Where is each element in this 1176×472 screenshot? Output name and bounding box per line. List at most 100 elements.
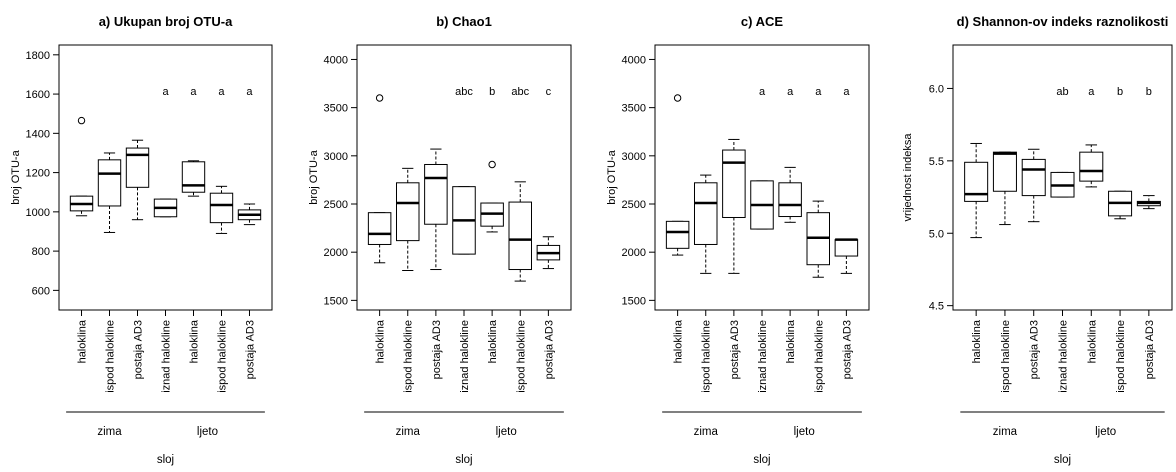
y-tick-label-1: 1600	[26, 89, 50, 101]
category-label-2-6: ispod halokline	[515, 320, 527, 393]
plot-frame-3	[654, 44, 870, 311]
box-1-6	[209, 192, 234, 224]
category-label-4-3: postaja AD3	[1029, 320, 1041, 379]
box-3-1	[665, 220, 690, 249]
category-label-2-1: haloklina	[375, 319, 387, 363]
category-label-1-6: ispod halokline	[216, 320, 228, 393]
category-label-2-2: ispod halokline	[403, 320, 415, 393]
group-label-3-1: zima	[694, 426, 719, 438]
box-4-2	[992, 151, 1017, 192]
y-axis-label-2: broj OTU-a	[308, 149, 320, 204]
significance-letter-4-5: a	[1088, 86, 1095, 98]
category-label-3-3: postaja AD3	[729, 320, 741, 379]
significance-letter-2-6: abc	[511, 86, 529, 98]
panel-title-1: a) Ukupan broj OTU-a	[99, 14, 233, 29]
box-2-1	[367, 212, 392, 245]
category-label-2-4: iznad halokline	[459, 320, 471, 393]
box-4-3	[1021, 158, 1046, 197]
category-label-4-7: postaja AD3	[1144, 320, 1156, 379]
y-tick-label-1: 800	[32, 246, 50, 258]
group-label-3-2: ljeto	[794, 426, 815, 438]
significance-letter-1-6: a	[218, 86, 225, 98]
panel-title-3: c) ACE	[741, 14, 783, 29]
y-tick-label-3: 3000	[622, 151, 646, 163]
category-label-1-5: haloklina	[188, 319, 200, 363]
category-label-4-2: ispod halokline	[1000, 320, 1012, 393]
category-label-4-4: iznad halokline	[1058, 320, 1070, 393]
box-4-1	[964, 161, 989, 202]
category-label-1-2: ispod halokline	[105, 320, 117, 393]
group-label-4-2: ljeto	[1095, 426, 1116, 438]
y-tick-label-1: 1000	[26, 207, 50, 219]
panel-title-4: d) Shannon-ov indeks raznolikosti	[957, 14, 1169, 29]
significance-letter-3-7: a	[843, 86, 850, 98]
significance-letter-4-4: ab	[1056, 86, 1068, 98]
y-tick-label-3: 3500	[622, 103, 646, 115]
category-label-1-4: iznad halokline	[161, 320, 173, 393]
y-tick-label-3: 2000	[622, 247, 646, 259]
significance-letter-1-7: a	[246, 86, 253, 98]
box-3-2	[693, 182, 718, 245]
box-1-3	[125, 147, 150, 188]
significance-letter-3-4: a	[759, 86, 766, 98]
group-label-1-2: ljeto	[197, 426, 218, 438]
y-tick-label-2: 3000	[324, 151, 348, 163]
category-label-4-6: ispod halokline	[1115, 320, 1127, 393]
significance-letter-4-6: b	[1117, 86, 1123, 98]
y-tick-label-1: 1400	[26, 128, 50, 140]
category-label-3-4: iznad halokline	[757, 320, 769, 393]
x-axis-label-2: sloj	[455, 454, 472, 466]
category-label-3-6: ispod halokline	[813, 320, 825, 393]
group-label-2-2: ljeto	[496, 426, 517, 438]
outlier-point-2-1	[375, 94, 384, 102]
significance-letter-2-4: abc	[455, 86, 473, 98]
y-axis-label-3: broj OTU-a	[606, 149, 618, 204]
category-label-2-5: haloklina	[487, 319, 499, 363]
x-axis-label-3: sloj	[753, 454, 770, 466]
y-axis-label-4: vrijednost indeksa	[902, 133, 914, 222]
y-axis-label-1: broj OTU-a	[10, 149, 22, 204]
y-tick-label-2: 2000	[324, 247, 348, 259]
group-label-4-1: zima	[993, 426, 1018, 438]
y-tick-label-4: 4.5	[929, 301, 944, 313]
box-3-7	[834, 239, 859, 257]
box-3-5	[778, 182, 802, 218]
y-tick-label-4: 5.0	[929, 228, 944, 240]
significance-letter-3-6: a	[815, 86, 822, 98]
significance-letter-4-7: b	[1146, 86, 1152, 98]
y-tick-label-3: 1500	[622, 295, 646, 307]
x-axis-label-1: sloj	[157, 454, 174, 466]
outlier-point-2-5	[488, 160, 496, 169]
box-1-2	[97, 159, 122, 207]
y-tick-label-1: 1200	[26, 168, 50, 180]
significance-letter-2-5: b	[489, 86, 495, 98]
significance-letter-3-5: a	[787, 86, 794, 98]
group-label-1-1: zima	[97, 426, 122, 438]
box-1-5	[181, 161, 206, 193]
category-label-1-7: postaja AD3	[244, 320, 256, 379]
plot-frame-2	[356, 44, 572, 311]
category-label-4-1: haloklina	[971, 319, 983, 363]
box-2-3	[424, 163, 448, 225]
box-2-2	[395, 182, 420, 242]
group-label-2-1: zima	[396, 426, 421, 438]
x-axis-label-4: sloj	[1054, 454, 1071, 466]
significance-letter-1-5: a	[190, 86, 197, 98]
category-label-2-3: postaja AD3	[431, 320, 443, 379]
y-tick-label-2: 2500	[324, 199, 348, 211]
y-tick-label-2: 3500	[324, 103, 348, 115]
box-2-6	[508, 201, 533, 271]
plot-frame-1	[58, 44, 273, 311]
y-tick-label-3: 2500	[622, 199, 646, 211]
y-tick-label-1: 600	[32, 285, 50, 297]
category-label-3-7: postaja AD3	[841, 320, 853, 379]
significance-letter-1-4: a	[162, 86, 169, 98]
box-4-5	[1079, 151, 1104, 182]
category-label-3-5: haloklina	[785, 319, 797, 363]
y-tick-label-1: 1800	[26, 50, 50, 62]
y-tick-label-2: 4000	[324, 54, 348, 66]
category-label-2-7: postaja AD3	[543, 320, 555, 379]
category-label-4-5: haloklina	[1086, 319, 1098, 363]
